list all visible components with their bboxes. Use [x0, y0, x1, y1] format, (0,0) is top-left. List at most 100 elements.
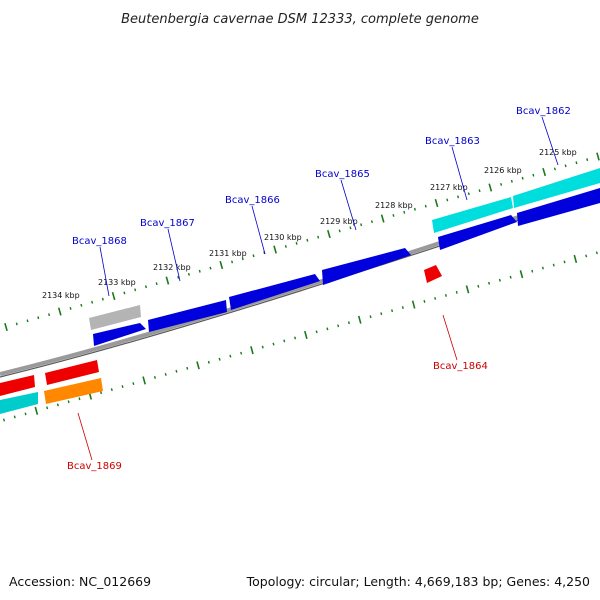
gene-block-bcav-1869-red[interactable]: [45, 360, 99, 385]
gene-block-cyan-left[interactable]: [0, 392, 38, 414]
gene-block-bcav-1868[interactable]: [89, 305, 141, 330]
major-tick: [273, 245, 277, 254]
minor-tick: [510, 179, 513, 183]
scale-label: 2134 kbp: [42, 291, 80, 300]
forward-gene-blocks: [89, 168, 600, 346]
gene-block-bcav-1862-cyan[interactable]: [513, 168, 600, 208]
scale-label: 2130 kbp: [264, 233, 302, 242]
scale-label: 2125 kbp: [539, 148, 577, 157]
map-title: Beutenbergia cavernae DSM 12333, complet…: [121, 12, 479, 27]
minor-tick: [241, 257, 244, 261]
minor-tick: [155, 282, 158, 286]
major-tick: [519, 270, 524, 279]
major-tick: [219, 260, 224, 270]
major-tick: [542, 167, 547, 177]
major-tick: [357, 315, 362, 324]
minor-tick: [100, 391, 103, 395]
minor-tick: [595, 251, 598, 255]
minor-tick: [337, 324, 340, 328]
major-tick: [165, 276, 170, 285]
gene-block-bcav-1863[interactable]: [438, 215, 517, 250]
gene-block-bcav-1867[interactable]: [148, 300, 227, 332]
scale-label: 2132 kbp: [153, 263, 191, 272]
minor-tick: [123, 291, 126, 295]
gene-label-bcav-1865[interactable]: Bcav_1865: [315, 169, 370, 180]
minor-tick: [198, 269, 201, 273]
minor-tick: [101, 297, 104, 301]
gene-block-bcav-1867-upper[interactable]: [93, 323, 146, 346]
gene-label-bcav-1863[interactable]: Bcav_1863: [425, 136, 480, 147]
minor-tick: [500, 182, 503, 186]
gene-label-bcav-1868[interactable]: Bcav_1868: [72, 236, 127, 247]
minor-tick: [24, 412, 27, 416]
gene-block-bcav-1863-cyan[interactable]: [432, 197, 513, 233]
gene-block-bcav-1862[interactable]: [517, 188, 600, 226]
minor-tick: [2, 418, 6, 422]
gene-block-bcav-1866[interactable]: [229, 274, 320, 310]
gene-block-bcav-1869-orange[interactable]: [44, 378, 103, 404]
minor-tick: [164, 372, 167, 376]
minor-tick: [56, 403, 59, 407]
gene-label-bcav-1864[interactable]: Bcav_1864: [433, 361, 488, 372]
minor-tick: [457, 195, 460, 199]
minor-tick: [315, 330, 318, 334]
minor-tick: [521, 176, 524, 180]
minor-tick: [229, 354, 232, 358]
scale-label: 2133 kbp: [98, 278, 136, 287]
gene-label-bcav-1862[interactable]: Bcav_1862: [516, 106, 571, 117]
minor-tick: [380, 312, 383, 316]
minor-tick: [37, 316, 40, 320]
leader-line-bcav-1863: [451, 146, 468, 201]
scale-label: 2129 kbp: [320, 217, 358, 226]
minor-tick: [187, 272, 190, 276]
minor-tick: [153, 376, 156, 379]
major-tick: [304, 330, 308, 340]
minor-tick: [498, 278, 501, 282]
gene-label-bcav-1866[interactable]: Bcav_1866: [225, 195, 280, 206]
minor-tick: [283, 339, 286, 343]
gene-block-bcav-1864[interactable]: [424, 265, 442, 283]
minor-tick: [509, 275, 512, 279]
major-tick: [411, 300, 416, 309]
gene-label-bcav-1867[interactable]: Bcav_1867: [140, 218, 195, 229]
leader-line-bcav-1865: [340, 179, 357, 231]
minor-tick: [240, 351, 243, 355]
scale-label: 2127 kbp: [430, 183, 468, 192]
minor-tick: [585, 254, 588, 258]
minor-tick: [252, 254, 255, 258]
minor-tick: [349, 226, 352, 230]
minor-tick: [338, 229, 341, 233]
minor-tick: [564, 164, 567, 168]
major-tick: [327, 229, 331, 239]
genome-stats-label: Topology: circular; Length: 4,669,183 bp…: [246, 574, 590, 589]
leader-line-bcav-1866: [251, 205, 266, 255]
gene-label-bcav-1869[interactable]: Bcav_1869: [67, 461, 122, 472]
gene-leader-lines: [77, 116, 559, 461]
minor-tick: [272, 342, 275, 346]
minor-tick: [69, 307, 72, 310]
gene-block-red-left[interactable]: [0, 375, 35, 396]
gene-block-bcav-1865[interactable]: [322, 248, 411, 285]
major-tick: [573, 254, 578, 264]
minor-tick: [347, 321, 350, 325]
minor-tick: [446, 198, 449, 202]
minor-tick: [370, 220, 373, 224]
major-tick: [434, 198, 439, 208]
minor-tick: [403, 210, 406, 214]
minor-tick: [231, 260, 234, 264]
minor-tick: [261, 345, 264, 349]
minor-tick: [553, 167, 556, 171]
scale-label: 2128 kbp: [375, 201, 413, 210]
minor-tick: [15, 322, 18, 326]
minor-tick: [284, 245, 287, 248]
inner-tick-ring: [2, 251, 598, 422]
minor-tick: [541, 266, 544, 270]
leader-line-bcav-1868: [99, 246, 110, 297]
minor-tick: [186, 366, 189, 370]
minor-tick: [134, 288, 137, 292]
minor-tick: [46, 406, 49, 410]
minor-tick: [207, 360, 210, 364]
major-tick: [488, 183, 493, 192]
